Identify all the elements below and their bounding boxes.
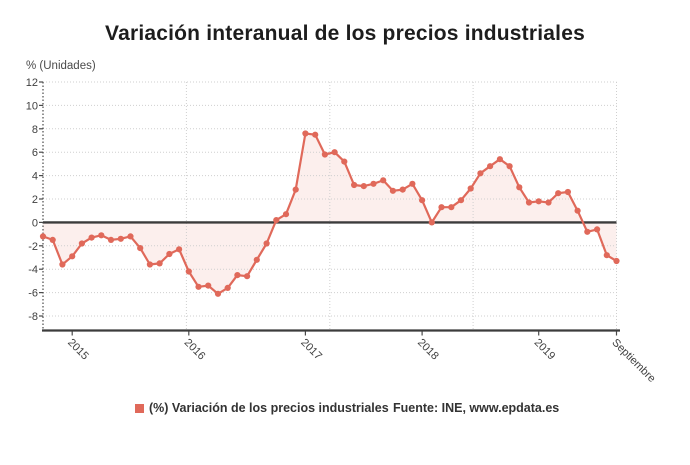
data-point — [438, 204, 445, 211]
y-tick-label: 10 — [26, 100, 38, 112]
data-point — [487, 163, 494, 170]
data-point — [399, 186, 406, 193]
data-point — [506, 163, 513, 170]
x-tick-label: 2015 — [65, 337, 91, 363]
data-point — [564, 188, 572, 196]
y-tick-label: 12 — [26, 77, 38, 89]
data-point — [380, 177, 387, 184]
data-point — [107, 236, 115, 243]
data-point — [448, 204, 455, 211]
data-point — [409, 180, 416, 187]
data-point — [321, 151, 328, 158]
data-point — [351, 181, 358, 189]
legend-series-marker — [135, 404, 144, 413]
data-point — [195, 283, 202, 290]
data-point — [516, 184, 523, 191]
data-point — [253, 256, 260, 263]
data-point — [263, 240, 270, 247]
data-point — [496, 156, 503, 163]
data-point — [185, 268, 192, 275]
y-axis-unit-label: % (Unidades) — [26, 60, 96, 72]
data-point — [370, 180, 377, 187]
data-point — [244, 273, 251, 280]
data-point — [205, 282, 212, 289]
data-point — [535, 198, 542, 205]
source-label: Fuente: INE, www.epdata.es — [393, 401, 560, 415]
data-point — [467, 185, 474, 192]
data-point — [59, 261, 66, 268]
x-tick-label: 2016 — [182, 337, 208, 363]
y-tick-label: -8 — [28, 311, 38, 323]
data-point — [584, 228, 591, 235]
data-point — [613, 257, 620, 265]
y-tick-label: 2 — [32, 194, 38, 206]
y-tick-label: 0 — [32, 217, 38, 229]
data-point — [166, 250, 173, 258]
data-point — [419, 197, 426, 204]
y-tick-label: 4 — [32, 171, 38, 183]
x-axis-labels: 2015 2016 2017 2018 2019 Septiembre — [65, 331, 658, 385]
data-point — [69, 253, 76, 260]
data-point — [428, 219, 435, 226]
x-tick-label: 2018 — [415, 337, 441, 363]
data-point — [574, 207, 581, 214]
vertical-gridlines — [185, 82, 617, 330]
data-point — [302, 130, 309, 137]
y-tick-label: -4 — [28, 264, 38, 276]
data-point — [234, 272, 241, 279]
data-point — [331, 149, 338, 156]
legend-series-label: (%) Variación de los precios industriale… — [149, 401, 389, 415]
data-point — [594, 226, 601, 233]
data-point — [127, 233, 134, 240]
data-point — [176, 246, 183, 253]
data-point — [146, 261, 153, 268]
data-point — [78, 240, 85, 247]
y-tick-label: 8 — [32, 124, 38, 136]
x-tick-label: 2017 — [298, 337, 324, 363]
x-tick-label: 2019 — [532, 337, 558, 363]
data-point — [39, 233, 47, 240]
data-point — [525, 199, 533, 206]
data-point — [117, 235, 124, 242]
data-point — [477, 170, 484, 177]
data-point — [389, 187, 396, 194]
data-point — [341, 158, 348, 165]
legend: (%) Variación de los precios industriale… — [0, 401, 690, 419]
data-point — [49, 236, 56, 243]
y-tick-label: -2 — [28, 241, 38, 253]
y-axis-labels: 12 10 8 6 4 2 0 -2 -4 -6 -8 — [26, 77, 38, 323]
data-point — [555, 190, 562, 197]
data-point — [98, 232, 105, 239]
data-point — [156, 260, 163, 267]
data-point — [292, 186, 299, 193]
data-point — [603, 252, 610, 259]
y-tick-label: -6 — [28, 288, 38, 300]
data-point — [360, 183, 367, 190]
horizontal-gridlines — [43, 81, 617, 317]
chart-title: Variación interanual de los precios indu… — [105, 22, 585, 45]
data-point — [137, 245, 144, 252]
data-point — [282, 211, 290, 218]
x-tick-label: Septiembre — [609, 337, 657, 385]
data-point — [545, 199, 552, 206]
series-points — [39, 130, 620, 297]
data-point — [312, 131, 319, 138]
data-point — [273, 217, 280, 224]
y-tick-label: 6 — [32, 147, 38, 159]
data-point — [214, 290, 222, 297]
data-point — [88, 234, 95, 241]
data-point — [457, 197, 465, 204]
y-axis-ticks — [39, 81, 43, 317]
data-point — [224, 284, 231, 291]
